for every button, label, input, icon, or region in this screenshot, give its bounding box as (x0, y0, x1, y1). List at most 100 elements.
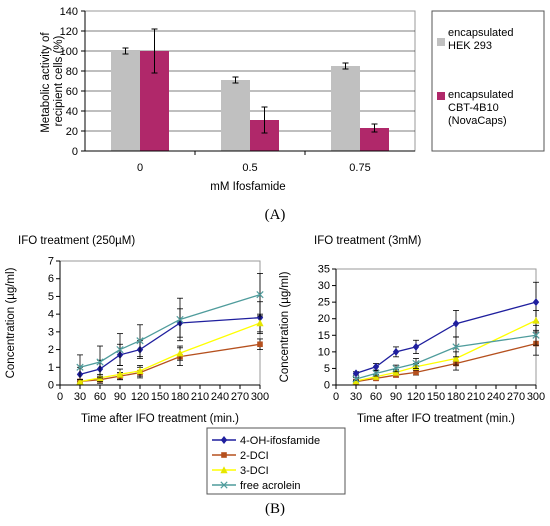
legend-b-item-free-acrolein: free acrolein (212, 480, 301, 492)
marker-diamond (372, 362, 380, 371)
y-tick-label-3mm: 10 (318, 346, 330, 358)
series-line-250um (79, 294, 261, 368)
x-tick-label-250um: 90 (114, 391, 126, 403)
x-tick-label-a: 0 (137, 162, 143, 174)
legend-a-cbt-line1: encapsulated (448, 89, 513, 101)
marker-x (220, 481, 228, 489)
legend-b-label: free acrolein (240, 480, 301, 492)
x-tick-label-250um: 210 (191, 391, 209, 403)
bar-hek293 (331, 66, 360, 151)
x-tick-label-3mm: 210 (467, 391, 485, 403)
x-tick-label-3mm: 240 (487, 391, 505, 403)
series-line-3mm (355, 342, 537, 383)
y-tick-label-250um: 3 (48, 326, 54, 338)
y-tick-label-a: 100 (60, 46, 78, 58)
legend-b: 4-OH-ifosfamide 2-DCI 3-DCI free acrolein (206, 427, 346, 495)
y-tick-label-3mm: 30 (318, 280, 330, 292)
ticks-250um: 0 1 2 3 4 5 6 7 0 30 60 90 120 150 180 210 240 270 300 (48, 256, 269, 404)
series-line-250um (79, 343, 261, 383)
legend-b-label: 4-OH-ifosfamide (240, 435, 320, 447)
marker-x (452, 343, 460, 351)
series-line-3mm (355, 319, 537, 382)
marker-x (256, 291, 264, 299)
y-tick-label-a: 20 (66, 126, 78, 138)
marker-square (221, 452, 227, 458)
x-tick-label-3mm: 120 (407, 391, 425, 403)
legend-a-cbt-line2: CBT-4B10 (448, 102, 499, 114)
marker-triangle (452, 354, 460, 362)
marker-x (136, 337, 144, 345)
legend-a-cbt-line3: (NovaCaps) (448, 115, 507, 127)
x-tick-label-250um: 0 (57, 391, 63, 403)
marker-x-stroke (352, 375, 360, 383)
panel-a-label: (A) (265, 207, 286, 223)
marker-diamond (392, 347, 400, 356)
x-tick-label-250um: 120 (131, 391, 149, 403)
x-tick-label-250um: 180 (171, 391, 189, 403)
x-tick-label-3mm: 150 (427, 391, 445, 403)
marker-diamond (532, 298, 540, 307)
bar-chart-metabolic-activity: 0 20 40 60 80 100 120 140 0 0.5 0.75 Metabolic ac… (0, 0, 550, 195)
x-axis-title-a: mM Ifosfamide (210, 181, 285, 193)
x-tick-label-3mm: 90 (390, 391, 402, 403)
x-tick-label-3mm: 30 (350, 391, 362, 403)
series-free-acrolein-250um (76, 272, 264, 381)
series-free-acrolein-3mm (352, 324, 540, 383)
y-tick-label-a: 0 (72, 146, 78, 158)
legend-b-box (206, 427, 346, 495)
y-tick-label-250um: 0 (48, 380, 54, 392)
x-tick-label-a: 0.5 (242, 162, 257, 174)
marker-x-stroke (256, 291, 264, 299)
marker-x-stroke (220, 481, 228, 489)
marker-diamond (220, 436, 228, 444)
marker-x (392, 364, 400, 373)
marker-triangle (256, 319, 264, 327)
marker-triangle (136, 367, 144, 375)
legend-a-swatch-cbt (437, 92, 445, 100)
y-axis-title-250um: Concentration (µg/ml) (5, 267, 17, 378)
marker-square (257, 341, 263, 348)
marker-x-stroke (116, 345, 124, 354)
series-3-dci-250um (76, 313, 264, 385)
x-axis-title-250um: Time after IFO treatment (min.) (81, 413, 239, 425)
marker-x-stroke (76, 363, 84, 371)
x-tick-label-a: 0.75 (349, 162, 370, 174)
marker-x-stroke (452, 343, 460, 351)
legend-a (431, 10, 545, 152)
y-axis-title-3mm: Concentration (µg/ml) (279, 271, 291, 382)
x-tick-label-250um: 60 (94, 391, 106, 403)
y-tick-label-a: 120 (60, 26, 78, 38)
y-ticks-a: 0 20 40 60 80 100 120 140 (60, 6, 85, 158)
marker-x-stroke (392, 364, 400, 373)
errorbars-a (122, 28, 378, 134)
x-tick-label-250um: 300 (251, 391, 269, 403)
x-ticks-a: 0 0.5 0.75 (137, 151, 371, 174)
marker-x (352, 375, 360, 383)
marker-x-stroke (96, 358, 104, 366)
ticks-3mm: 0 5 10 15 20 25 30 35 0 30 60 90 120 150 180 210 240 270 3… (318, 264, 545, 404)
marker-x-stroke (372, 369, 380, 378)
legend-a-label-cbt: encapsulated CBT-4B10 (NovaCaps) (448, 89, 517, 127)
marker-square (413, 369, 419, 376)
marker-triangle (176, 349, 184, 357)
y-tick-label-250um: 6 (48, 273, 54, 285)
marker-x (116, 345, 124, 354)
marker-x-stroke (532, 331, 540, 339)
y-tick-label-250um: 4 (48, 309, 54, 321)
x-tick-label-3mm: 300 (527, 391, 545, 403)
marker-diamond (452, 319, 460, 328)
marker-x (76, 363, 84, 371)
chart-title-3mm: IFO treatment (3mM) (314, 235, 422, 247)
plot-area-250um (59, 260, 261, 386)
y-tick-label-3mm: 35 (318, 264, 330, 276)
marker-diamond (412, 342, 420, 351)
marker-x (532, 331, 540, 339)
x-axis-title-3mm: Time after IFO treatment (min.) (357, 413, 515, 425)
series-3mm (352, 281, 540, 385)
y-tick-label-250um: 1 (48, 362, 54, 374)
y-tick-label-250um: 2 (48, 344, 54, 356)
chart-title-250um: IFO treatment (250µM) (18, 235, 135, 247)
y-tick-label-a: 80 (66, 66, 78, 78)
plot-area-3mm (335, 268, 537, 386)
